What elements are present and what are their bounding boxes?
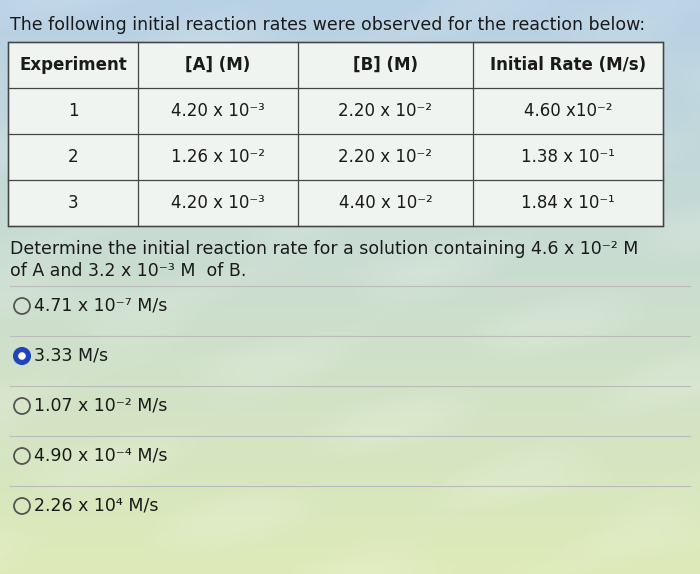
Text: 4.60 x10⁻²: 4.60 x10⁻² bbox=[524, 102, 612, 120]
Text: 2.20 x 10⁻²: 2.20 x 10⁻² bbox=[339, 102, 433, 120]
Text: 2.26 x 10⁴ M/s: 2.26 x 10⁴ M/s bbox=[34, 497, 158, 515]
Text: 4.40 x 10⁻²: 4.40 x 10⁻² bbox=[339, 194, 433, 212]
Circle shape bbox=[18, 352, 26, 360]
Text: 1: 1 bbox=[68, 102, 78, 120]
Text: Experiment: Experiment bbox=[19, 56, 127, 74]
Text: 3: 3 bbox=[68, 194, 78, 212]
Text: 4.71 x 10⁻⁷ M/s: 4.71 x 10⁻⁷ M/s bbox=[34, 297, 167, 315]
Bar bbox=[8, 42, 663, 226]
Text: 4.20 x 10⁻³: 4.20 x 10⁻³ bbox=[171, 194, 265, 212]
Text: 1.26 x 10⁻²: 1.26 x 10⁻² bbox=[171, 148, 265, 166]
Text: 1.84 x 10⁻¹: 1.84 x 10⁻¹ bbox=[521, 194, 615, 212]
Text: The following initial reaction rates were observed for the reaction below:: The following initial reaction rates wer… bbox=[10, 16, 645, 34]
Text: 1.38 x 10⁻¹: 1.38 x 10⁻¹ bbox=[521, 148, 615, 166]
Text: 1.07 x 10⁻² M/s: 1.07 x 10⁻² M/s bbox=[34, 397, 167, 415]
Text: 3.33 M/s: 3.33 M/s bbox=[34, 347, 108, 365]
Circle shape bbox=[14, 348, 30, 364]
Text: of A and 3.2 x 10⁻³ M  of B.: of A and 3.2 x 10⁻³ M of B. bbox=[10, 262, 246, 280]
Text: 4.20 x 10⁻³: 4.20 x 10⁻³ bbox=[171, 102, 265, 120]
Text: Determine the initial reaction rate for a solution containing 4.6 x 10⁻² M: Determine the initial reaction rate for … bbox=[10, 240, 638, 258]
Text: [A] (M): [A] (M) bbox=[186, 56, 251, 74]
Text: 2.20 x 10⁻²: 2.20 x 10⁻² bbox=[339, 148, 433, 166]
Text: 2: 2 bbox=[68, 148, 78, 166]
Text: [B] (M): [B] (M) bbox=[353, 56, 418, 74]
Text: 4.90 x 10⁻⁴ M/s: 4.90 x 10⁻⁴ M/s bbox=[34, 447, 167, 465]
Text: Initial Rate (M/s): Initial Rate (M/s) bbox=[490, 56, 646, 74]
